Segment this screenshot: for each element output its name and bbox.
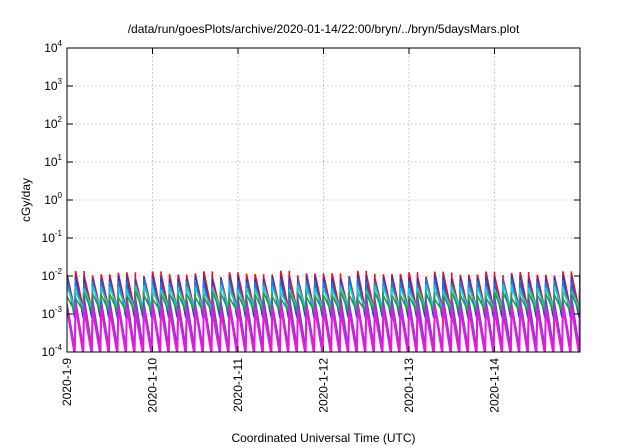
y-axis-label: cGy/day: [19, 178, 33, 222]
x-tick-label: 2020-1-14: [488, 358, 502, 413]
x-tick-label: 2020-1-12: [317, 358, 331, 413]
y-tick-label: 10-3: [42, 305, 63, 321]
y-tick-label: 10-4: [42, 343, 63, 359]
chart-title: /data/run/goesPlots/archive/2020-01-14/2…: [128, 22, 520, 36]
series-line-8: [67, 304, 580, 352]
y-tick-label: 101: [44, 153, 62, 169]
y-tick-label: 100: [44, 191, 62, 207]
x-tick-label: 2020-1-11: [231, 358, 245, 412]
x-axis-label: Coordinated Universal Time (UTC): [231, 431, 415, 445]
x-tick-label: 2020-1-9: [60, 358, 74, 406]
y-tick-label: 103: [44, 77, 62, 93]
axis-ticks: [66, 47, 580, 353]
x-tick-labels: 2020-1-9 2020-1-10 2020-1-11 2020-1-12 2020-…: [60, 358, 502, 413]
y-tick-label: 102: [44, 115, 62, 131]
x-tick-label: 2020-1-13: [402, 358, 416, 413]
y-tick-label: 10-2: [42, 267, 63, 283]
series-group: [67, 270, 580, 352]
y-tick-label: 10-1: [42, 229, 63, 245]
x-tick-label: 2020-1-10: [146, 358, 160, 413]
y-tick-labels: 10-4 10-3 10-2 10-1 100 101 102 103 104: [42, 39, 63, 359]
y-tick-label: 104: [44, 39, 62, 55]
